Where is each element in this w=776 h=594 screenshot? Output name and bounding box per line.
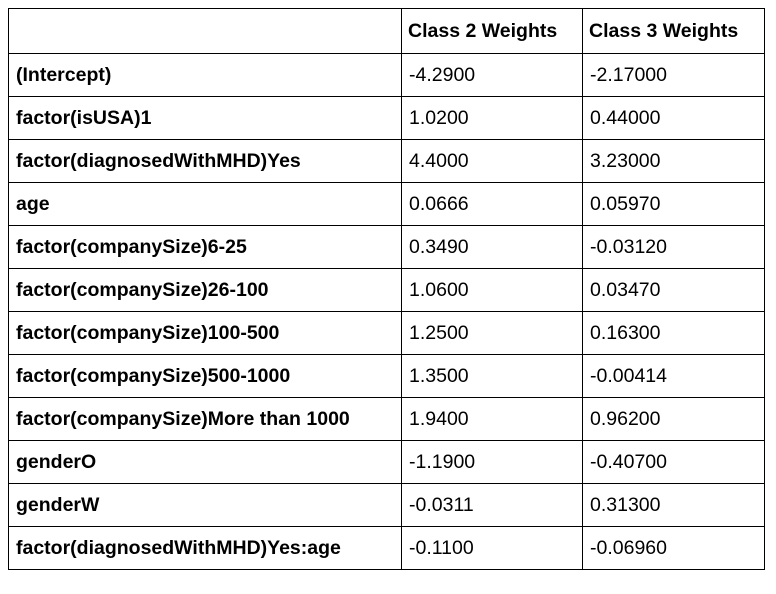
table-row: factor(diagnosedWithMHD)Yes:age -0.1100 -0…	[8, 526, 765, 570]
term-cell: factor(companySize)500-1000	[8, 354, 402, 398]
table-row: age 0.0666 0.05970	[8, 182, 765, 226]
class3-weight-cell: 0.96200	[582, 397, 765, 441]
header-row: Class 2 Weights Class 3 Weights	[8, 8, 765, 54]
class3-weight-cell: -0.03120	[582, 225, 765, 269]
class2-weight-cell: 1.0200	[401, 96, 583, 140]
table-row: factor(companySize)More than 1000 1.9400 0…	[8, 397, 765, 441]
class3-weight-cell: -0.40700	[582, 440, 765, 484]
class2-weight-cell: 0.0666	[401, 182, 583, 226]
class3-weight-cell: 0.03470	[582, 268, 765, 312]
table-row: factor(companySize)26-100 1.0600 0.03470	[8, 268, 765, 312]
class3-weight-cell: 0.05970	[582, 182, 765, 226]
class3-weight-cell: -2.17000	[582, 53, 765, 97]
class2-weight-cell: 1.0600	[401, 268, 583, 312]
class2-weight-cell: 1.9400	[401, 397, 583, 441]
class3-weight-cell: 0.16300	[582, 311, 765, 355]
class3-weight-cell: 0.31300	[582, 483, 765, 527]
header-class3-weights: Class 3 Weights	[582, 8, 765, 54]
class3-weight-cell: -0.06960	[582, 526, 765, 570]
class3-weight-cell: 0.44000	[582, 96, 765, 140]
term-cell: factor(companySize)More than 1000	[8, 397, 402, 441]
class2-weight-cell: -4.2900	[401, 53, 583, 97]
term-cell: age	[8, 182, 402, 226]
term-cell: genderO	[8, 440, 402, 484]
table-row: factor(companySize)500-1000 1.3500 -0.0041…	[8, 354, 765, 398]
table-body: (Intercept) -4.2900 -2.17000 factor(isUSA)1…	[8, 53, 765, 570]
class3-weight-cell: -0.00414	[582, 354, 765, 398]
term-cell: factor(companySize)100-500	[8, 311, 402, 355]
class2-weight-cell: -0.0311	[401, 483, 583, 527]
weights-table: Class 2 Weights Class 3 Weights (Interce…	[8, 8, 765, 570]
table-row: (Intercept) -4.2900 -2.17000	[8, 53, 765, 97]
table-row: genderO -1.1900 -0.40700	[8, 440, 765, 484]
class2-weight-cell: 1.2500	[401, 311, 583, 355]
term-cell: factor(companySize)26-100	[8, 268, 402, 312]
class2-weight-cell: 4.4000	[401, 139, 583, 183]
term-cell: genderW	[8, 483, 402, 527]
class2-weight-cell: 0.3490	[401, 225, 583, 269]
table-row: factor(companySize)100-500 1.2500 0.16300	[8, 311, 765, 355]
header-term	[8, 8, 402, 54]
term-cell: factor(companySize)6-25	[8, 225, 402, 269]
class2-weight-cell: -1.1900	[401, 440, 583, 484]
term-cell: factor(diagnosedWithMHD)Yes	[8, 139, 402, 183]
table-row: genderW -0.0311 0.31300	[8, 483, 765, 527]
class2-weight-cell: 1.3500	[401, 354, 583, 398]
table-row: factor(isUSA)1 1.0200 0.44000	[8, 96, 765, 140]
class2-weight-cell: -0.1100	[401, 526, 583, 570]
table-row: factor(diagnosedWithMHD)Yes 4.4000 3.23000	[8, 139, 765, 183]
term-cell: factor(diagnosedWithMHD)Yes:age	[8, 526, 402, 570]
class3-weight-cell: 3.23000	[582, 139, 765, 183]
header-class2-weights: Class 2 Weights	[401, 8, 583, 54]
term-cell: factor(isUSA)1	[8, 96, 402, 140]
table-row: factor(companySize)6-25 0.3490 -0.03120	[8, 225, 765, 269]
term-cell: (Intercept)	[8, 53, 402, 97]
